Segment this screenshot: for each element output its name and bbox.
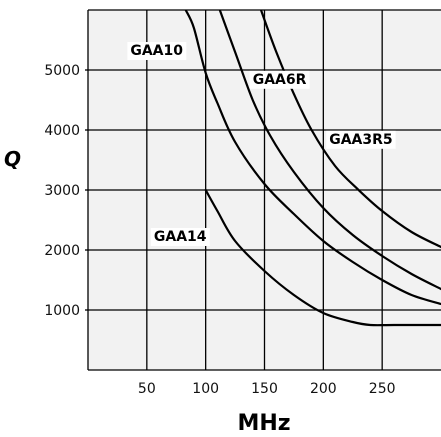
y-tick-label: 1000 (44, 303, 80, 319)
series-label-background (326, 130, 396, 149)
series-line-gaa10 (184, 10, 441, 306)
y-tick-label: 3000 (44, 183, 80, 199)
x-tick-label: 150 (251, 381, 278, 397)
series-label-background (249, 70, 310, 89)
x-tick-label: 250 (369, 381, 396, 397)
x-tick-label: 200 (310, 381, 337, 397)
series-label-gaa14: GAA14 (154, 229, 207, 245)
y-tick-label: 2000 (44, 243, 80, 259)
y-tick-label: 5000 (44, 63, 80, 79)
x-tick-label: 50 (138, 381, 156, 397)
series-label-background (127, 42, 187, 60)
series-line-gaa14 (204, 188, 441, 327)
series-label-gaa6r: GAA6R (253, 72, 307, 88)
series-label-gaa3r5: GAA3R5 (329, 132, 392, 148)
series-label-background (150, 228, 210, 246)
y-axis-label: Q (4, 147, 21, 171)
y-tick-label: 4000 (44, 123, 80, 139)
series-line-gaa3r5 (259, 10, 441, 249)
x-axis-label: MHz (237, 411, 290, 436)
x-tick-label: 100 (192, 381, 219, 397)
series-label-gaa10: GAA10 (130, 43, 183, 59)
series-line-gaa6r (218, 10, 441, 291)
